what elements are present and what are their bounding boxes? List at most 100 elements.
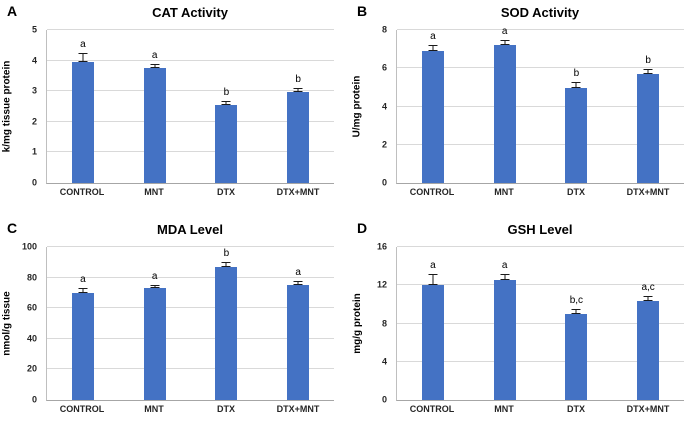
panel-a: A CAT Activity k/mg tissue protein 0 1 2 3 4…	[0, 0, 350, 217]
x-axis-labels: CONTROL MNT DTX DTX+MNT	[46, 187, 334, 197]
chart-title: SOD Activity	[500, 5, 580, 20]
y-tick-labels: 0 1 2 3 4 5	[14, 25, 42, 187]
panel-letter: C	[7, 220, 18, 236]
y-tick-label: 0	[31, 394, 37, 405]
y-axis-label: k/mg tissue protein	[0, 30, 14, 183]
bar-mnt	[143, 288, 166, 400]
y-tick-labels: 0 4 8 12 16	[364, 242, 392, 404]
y-axis-label-text: nmol/g tissue	[1, 291, 13, 356]
x-axis-labels: CONTROL MNT DTX DTX+MNT	[46, 404, 334, 414]
bar-dtx	[215, 266, 238, 400]
bar-dtx-mnt	[287, 285, 310, 400]
x-category-label: DTX+MNT	[276, 404, 320, 414]
gridline	[397, 360, 684, 362]
y-tick-label: 4	[381, 356, 387, 367]
y-tick-label: 8	[381, 24, 387, 35]
plot-area: a a b a	[46, 246, 334, 401]
panel-c: C MDA Level nmol/g tissue 0 20 40 60 80 100 a…	[0, 217, 350, 434]
significance-label: b	[295, 73, 301, 85]
gridline	[397, 284, 684, 286]
y-tick-label: 12	[376, 279, 387, 290]
significance-label: b	[223, 248, 230, 260]
bar-mnt	[143, 68, 166, 183]
panel-d: D GSH Level mg/g protein 0 4 8 12 16 a a b,c a,…	[350, 217, 700, 434]
bar-dtx-mnt	[637, 300, 660, 400]
chart-title: MDA Level	[157, 222, 223, 237]
gridline	[47, 120, 334, 122]
bar-control	[421, 51, 444, 183]
x-category-label: CONTROL	[409, 404, 455, 414]
gridline	[47, 151, 334, 153]
y-tick-label: 2	[381, 139, 387, 150]
x-category-label: DTX+MNT	[626, 404, 670, 414]
y-tick-label: 6	[381, 62, 387, 73]
gridline	[47, 307, 334, 309]
significance-label: a	[151, 49, 158, 61]
x-category-label: DTX	[567, 404, 585, 414]
significance-label: a	[501, 259, 508, 271]
error-bar	[500, 273, 510, 281]
panel-letter: A	[7, 3, 18, 19]
gridline	[47, 276, 334, 278]
x-category-label: DTX	[217, 187, 235, 197]
significance-label: a,c	[641, 281, 655, 293]
gridline	[397, 322, 684, 324]
error-bar	[293, 280, 303, 286]
bar-dtx-mnt	[637, 74, 660, 183]
error-bar	[571, 309, 581, 314]
y-tick-label: 1	[31, 146, 37, 157]
x-category-label: CONTROL	[59, 187, 105, 197]
panel-letter: D	[357, 220, 368, 236]
error-bar	[221, 262, 231, 267]
y-tick-labels: 0 2 4 6 8	[364, 25, 392, 187]
bar-dtx	[215, 104, 238, 183]
significance-label: b	[645, 55, 651, 67]
error-bar	[643, 69, 653, 74]
bar-mnt	[493, 45, 516, 183]
y-tick-label: 0	[31, 177, 37, 188]
plot-area: a a b b	[396, 26, 684, 184]
x-axis-labels: CONTROL MNT DTX DTX+MNT	[396, 187, 684, 197]
plot-area: a a b b	[46, 29, 334, 184]
y-tick-label: 0	[381, 394, 387, 405]
significance-label: a	[430, 259, 436, 271]
error-bar	[293, 87, 303, 93]
y-axis-label: U/mg protein	[350, 30, 364, 183]
y-tick-label: 40	[26, 333, 37, 344]
y-tick-label: 4	[381, 101, 387, 111]
bar-control	[421, 285, 444, 400]
y-axis-label-text: U/mg protein	[351, 75, 363, 138]
error-bar	[428, 45, 438, 52]
gridline	[47, 29, 334, 30]
gridline	[47, 90, 334, 92]
bar-mnt	[493, 280, 516, 400]
gridline	[47, 368, 334, 370]
x-category-label: MNT	[144, 187, 164, 197]
error-bar	[150, 284, 160, 289]
error-bar	[78, 52, 88, 63]
plot-area: a a b,c a,c	[396, 246, 684, 401]
bar-dtx	[565, 313, 588, 400]
x-category-label: MNT	[494, 404, 514, 414]
x-category-label: MNT	[144, 404, 164, 414]
y-tick-label: 0	[381, 177, 387, 188]
y-axis-label-text: mg/g protein	[351, 293, 363, 354]
error-bar	[221, 101, 231, 105]
significance-label: b	[573, 67, 580, 79]
error-bar	[150, 63, 160, 69]
x-category-label: MNT	[494, 187, 514, 197]
bar-dtx	[565, 88, 588, 183]
y-tick-label: 60	[26, 302, 37, 313]
error-bar	[500, 39, 510, 46]
x-category-label: CONTROL	[59, 404, 105, 414]
y-tick-label: 2	[31, 116, 37, 127]
significance-label: a	[430, 31, 436, 43]
bar-control	[71, 292, 94, 400]
gridline	[47, 246, 334, 247]
x-category-label: DTX	[217, 404, 235, 414]
chart-title: GSH Level	[507, 222, 573, 237]
gridline	[397, 29, 684, 30]
x-category-label: DTX	[567, 187, 585, 197]
x-category-label: DTX+MNT	[626, 187, 670, 197]
significance-label: b	[223, 87, 230, 99]
